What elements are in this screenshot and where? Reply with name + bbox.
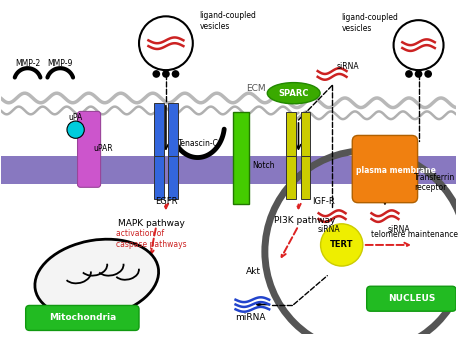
Text: MMP-9: MMP-9 [47, 59, 73, 68]
Bar [233, 113, 248, 204]
Text: ECM: ECM [246, 84, 265, 93]
Text: IGF-R: IGF-R [312, 197, 335, 206]
Bar [154, 155, 164, 199]
Text: siRNA: siRNA [388, 225, 410, 235]
Text: Akt: Akt [246, 267, 261, 276]
Circle shape [67, 121, 84, 138]
Text: ligand-coupled
vesicles: ligand-coupled vesicles [342, 13, 399, 33]
FancyBboxPatch shape [78, 112, 100, 187]
Bar [286, 155, 296, 199]
Bar [301, 155, 310, 199]
Text: TERT: TERT [330, 240, 354, 250]
Circle shape [139, 16, 193, 70]
Ellipse shape [35, 239, 159, 318]
Text: MMP-2: MMP-2 [15, 59, 40, 68]
Text: ligand-coupled
vesicles: ligand-coupled vesicles [200, 11, 256, 31]
Text: plasma membrane: plasma membrane [356, 165, 436, 175]
Text: SPARC: SPARC [278, 89, 309, 98]
Circle shape [424, 70, 432, 78]
Circle shape [153, 70, 160, 78]
Circle shape [393, 20, 444, 70]
Text: Transferrin
receptor: Transferrin receptor [414, 173, 455, 192]
Text: Tenascin-C: Tenascin-C [178, 139, 219, 148]
Text: Mitochondria: Mitochondria [49, 313, 116, 323]
Circle shape [162, 70, 170, 78]
Bar [286, 113, 296, 155]
Text: siRNA: siRNA [337, 62, 360, 71]
Text: telomere maintenance: telomere maintenance [371, 230, 457, 239]
FancyBboxPatch shape [352, 135, 418, 203]
Bar [168, 103, 178, 155]
FancyBboxPatch shape [367, 286, 456, 311]
Circle shape [415, 70, 422, 78]
Bar [168, 155, 178, 199]
Text: MAPK pathway: MAPK pathway [118, 219, 185, 228]
Text: EGFR: EGFR [155, 197, 177, 206]
Circle shape [320, 224, 363, 266]
Bar [301, 113, 310, 155]
Bar [0, 155, 456, 184]
Circle shape [405, 70, 413, 78]
Text: activation of
caspase pathways: activation of caspase pathways [116, 229, 187, 249]
Ellipse shape [267, 83, 320, 104]
Text: miRNA: miRNA [235, 313, 265, 322]
Text: PI3K pathway: PI3K pathway [274, 216, 336, 225]
FancyBboxPatch shape [26, 306, 139, 330]
Text: uPAR: uPAR [93, 144, 112, 153]
Text: uPA: uPA [69, 113, 83, 122]
Text: siRNA: siRNA [318, 225, 340, 235]
Text: Notch: Notch [252, 161, 275, 170]
Bar [154, 103, 164, 155]
Text: NUCLEUS: NUCLEUS [388, 294, 436, 303]
Circle shape [172, 70, 179, 78]
